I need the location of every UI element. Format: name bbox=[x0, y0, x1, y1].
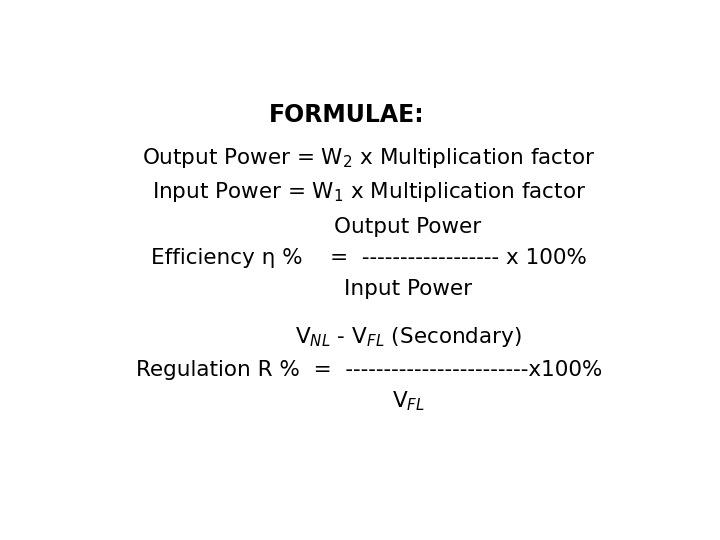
Text: V$_{FL}$: V$_{FL}$ bbox=[392, 390, 425, 414]
Text: Input Power = W$_1$ x Multiplication factor: Input Power = W$_1$ x Multiplication fac… bbox=[152, 180, 586, 204]
Text: Input Power: Input Power bbox=[344, 279, 472, 299]
Text: Regulation R %  =  ------------------------x100%: Regulation R % = -----------------------… bbox=[136, 360, 602, 380]
Text: FORMULAE:: FORMULAE: bbox=[269, 103, 425, 127]
Text: Efficiency η %    =  ------------------ x 100%: Efficiency η % = ------------------ x 10… bbox=[151, 248, 587, 268]
Text: Output Power = W$_2$ x Multiplication factor: Output Power = W$_2$ x Multiplication fa… bbox=[143, 146, 595, 170]
Text: V$_{NL}$ - V$_{FL}$ (Secondary): V$_{NL}$ - V$_{FL}$ (Secondary) bbox=[294, 325, 521, 349]
Text: Output Power: Output Power bbox=[334, 217, 482, 237]
